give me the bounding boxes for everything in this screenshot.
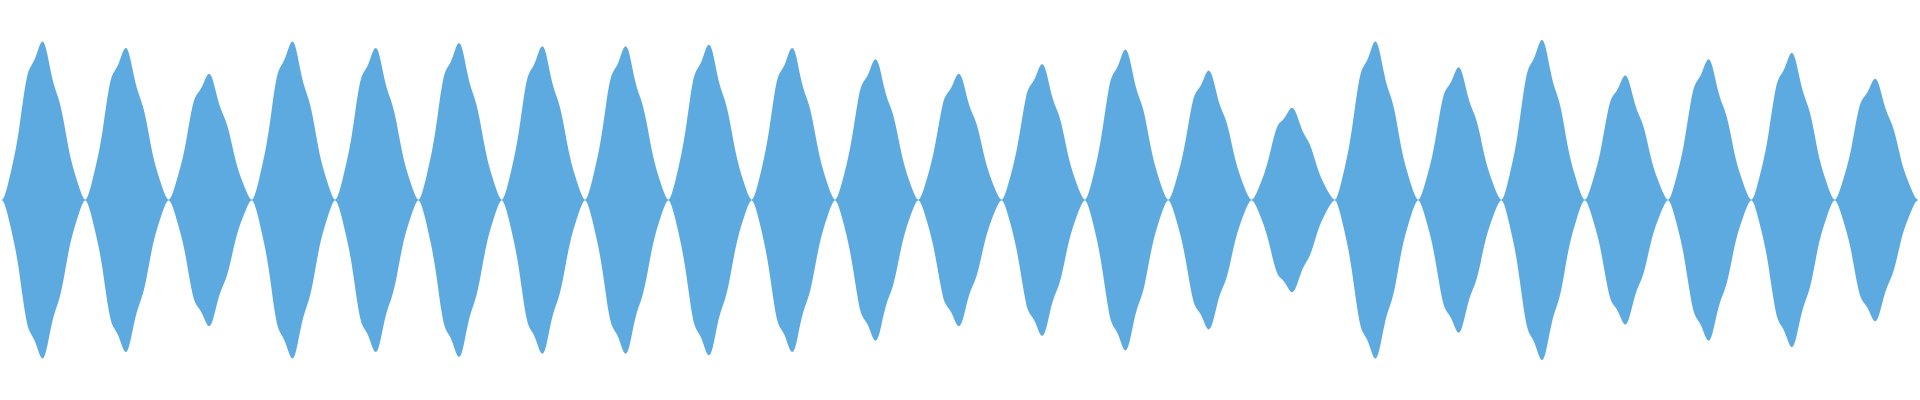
waveform-lobes	[2, 39, 1918, 361]
